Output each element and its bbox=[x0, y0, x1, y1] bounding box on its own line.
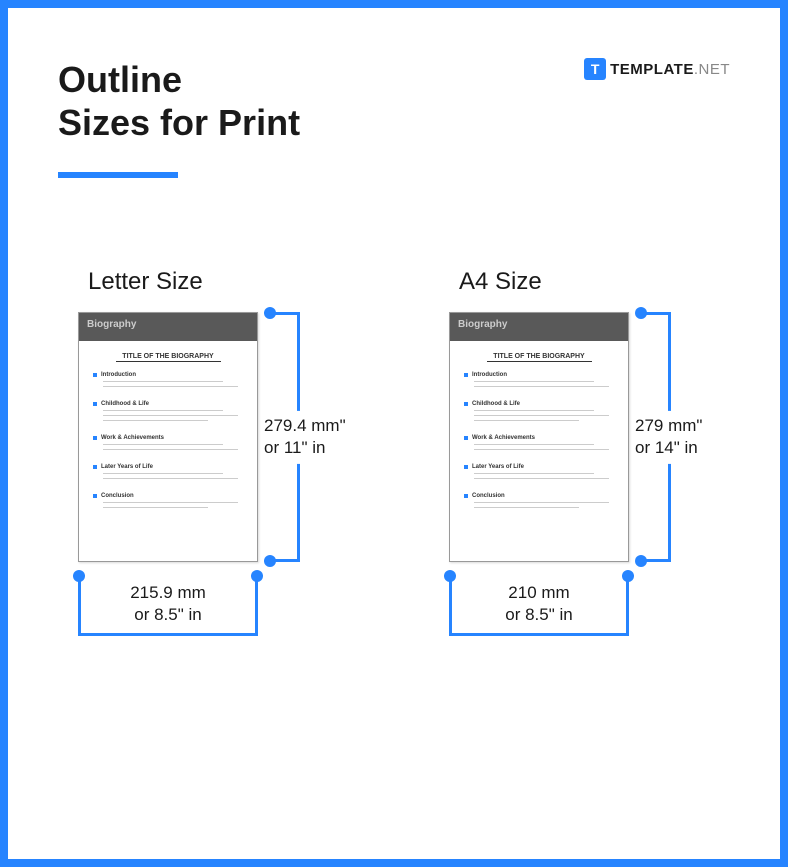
height-mm: 279 mm" bbox=[635, 416, 702, 435]
doc-section: Later Years of Life bbox=[464, 464, 614, 481]
bullet-icon bbox=[464, 402, 468, 406]
doc-section: Introduction bbox=[93, 372, 243, 389]
section-title: Work & Achievements bbox=[101, 435, 164, 441]
title-line-2: Sizes for Print bbox=[58, 101, 584, 144]
height-dimension-a4: 279 mm" or 14" in bbox=[641, 312, 671, 562]
width-dimension-a4: 210 mm or 8.5" in bbox=[449, 576, 629, 636]
doc-section: Conclusion bbox=[464, 493, 614, 510]
doc-title: TITLE OF THE BIOGRAPHY bbox=[487, 353, 592, 362]
dimension-dot-icon bbox=[73, 570, 85, 582]
bullet-icon bbox=[93, 373, 97, 377]
doc-title: TITLE OF THE BIOGRAPHY bbox=[116, 353, 221, 362]
bullet-icon bbox=[93, 436, 97, 440]
width-in: or 8.5" in bbox=[505, 605, 572, 624]
height-mm: 279.4 mm" bbox=[264, 416, 346, 435]
doc-section: Introduction bbox=[464, 372, 614, 389]
page-body: TITLE OF THE BIOGRAPHY Introduction Chil… bbox=[79, 341, 257, 534]
height-in: or 11" in bbox=[264, 438, 325, 457]
height-dimension-letter: 279.4 mm" or 11" in bbox=[270, 312, 300, 562]
bullet-icon bbox=[464, 436, 468, 440]
page-area-a4: Biography TITLE OF THE BIOGRAPHY Introdu… bbox=[449, 312, 730, 562]
dimension-dot-icon bbox=[264, 555, 276, 567]
section-title: Conclusion bbox=[101, 493, 134, 499]
header: Outline Sizes for Print T TEMPLATE.NET bbox=[8, 8, 780, 198]
width-label-letter: 215.9 mm or 8.5" in bbox=[124, 582, 212, 626]
dimension-dot-icon bbox=[635, 555, 647, 567]
dimension-dot-icon bbox=[635, 307, 647, 319]
title-line-1: Outline bbox=[58, 58, 584, 101]
title-underline bbox=[58, 172, 178, 178]
section-title: Later Years of Life bbox=[101, 464, 153, 470]
bullet-icon bbox=[464, 465, 468, 469]
bullet-icon bbox=[93, 494, 97, 498]
doc-section: Childhood & Life bbox=[464, 401, 614, 423]
page-preview-a4: Biography TITLE OF THE BIOGRAPHY Introdu… bbox=[449, 312, 629, 562]
section-title: Work & Achievements bbox=[472, 435, 535, 441]
bullet-icon bbox=[464, 494, 468, 498]
content-area: Letter Size Biography TITLE OF THE BIOGR… bbox=[8, 198, 780, 636]
section-title: Childhood & Life bbox=[101, 401, 149, 407]
page-header-bar: Biography bbox=[79, 313, 257, 341]
bullet-icon bbox=[93, 402, 97, 406]
doc-section: Work & Achievements bbox=[93, 435, 243, 452]
height-label-a4: 279 mm" or 14" in bbox=[635, 411, 702, 463]
page-area-letter: Biography TITLE OF THE BIOGRAPHY Introdu… bbox=[78, 312, 359, 562]
bullet-icon bbox=[464, 373, 468, 377]
width-label-a4: 210 mm or 8.5" in bbox=[499, 582, 578, 626]
dimension-dot-icon bbox=[444, 570, 456, 582]
section-title: Conclusion bbox=[472, 493, 505, 499]
size-block-letter: Letter Size Biography TITLE OF THE BIOGR… bbox=[78, 268, 359, 636]
dimension-dot-icon bbox=[264, 307, 276, 319]
width-in: or 8.5" in bbox=[134, 605, 201, 624]
bullet-icon bbox=[93, 465, 97, 469]
doc-section: Childhood & Life bbox=[93, 401, 243, 423]
height-label-letter: 279.4 mm" or 11" in bbox=[264, 411, 346, 463]
brand-icon: T bbox=[584, 58, 606, 80]
section-title: Introduction bbox=[101, 372, 136, 378]
size-title-a4: A4 Size bbox=[459, 268, 730, 296]
brand-text: TEMPLATE.NET bbox=[610, 61, 730, 78]
doc-section: Later Years of Life bbox=[93, 464, 243, 481]
dimension-dot-icon bbox=[251, 570, 263, 582]
section-title: Later Years of Life bbox=[472, 464, 524, 470]
page-preview-letter: Biography TITLE OF THE BIOGRAPHY Introdu… bbox=[78, 312, 258, 562]
brand-logo: T TEMPLATE.NET bbox=[584, 58, 730, 80]
width-mm: 215.9 mm bbox=[130, 583, 206, 602]
section-title: Childhood & Life bbox=[472, 401, 520, 407]
page-header-bar: Biography bbox=[450, 313, 628, 341]
size-title-letter: Letter Size bbox=[88, 268, 359, 296]
doc-section: Conclusion bbox=[93, 493, 243, 510]
width-dimension-letter: 215.9 mm or 8.5" in bbox=[78, 576, 258, 636]
width-mm: 210 mm bbox=[508, 583, 569, 602]
dimension-dot-icon bbox=[622, 570, 634, 582]
size-block-a4: A4 Size Biography TITLE OF THE BIOGRAPHY… bbox=[449, 268, 730, 636]
height-in: or 14" in bbox=[635, 438, 698, 457]
title-block: Outline Sizes for Print bbox=[58, 58, 584, 178]
page-body: TITLE OF THE BIOGRAPHY Introduction Chil… bbox=[450, 341, 628, 534]
brand-name-light: .NET bbox=[694, 61, 730, 78]
doc-section: Work & Achievements bbox=[464, 435, 614, 452]
section-title: Introduction bbox=[472, 372, 507, 378]
brand-name-bold: TEMPLATE bbox=[610, 61, 694, 78]
